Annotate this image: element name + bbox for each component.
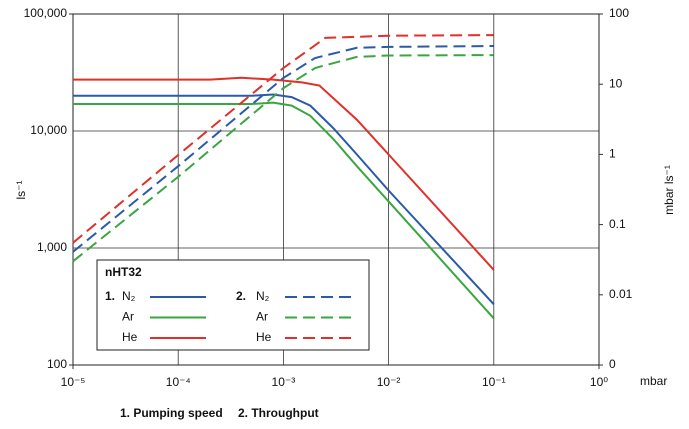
x-tick-label: 10⁻³ xyxy=(272,375,296,389)
y-tick-label: 10,000 xyxy=(30,123,67,137)
y2-tick-label: 100 xyxy=(609,6,629,20)
series-line xyxy=(72,54,494,263)
series-line xyxy=(73,93,495,305)
x-tick-label: 10⁻⁵ xyxy=(61,375,86,389)
series-line xyxy=(73,76,495,271)
series-line xyxy=(73,101,495,320)
caption: 2. Throughput xyxy=(238,406,319,420)
x-tick-label: 10⁻² xyxy=(377,375,401,389)
series-line xyxy=(72,34,494,244)
legend-group: 2. xyxy=(236,289,246,303)
y-tick-label: 1,000 xyxy=(37,240,67,254)
plot-frame xyxy=(72,13,600,366)
legend-group: 1. xyxy=(105,289,115,303)
series-line xyxy=(72,45,494,253)
legend-label: He xyxy=(122,330,138,344)
caption: 1. Pumping speed xyxy=(120,406,223,420)
x-tick-label: 10⁰ xyxy=(590,375,608,389)
legend-label: Ar xyxy=(256,310,268,324)
x-axis-unit: mbar xyxy=(640,374,667,388)
legend-box xyxy=(96,259,370,351)
y-tick-label: 100 xyxy=(47,357,67,371)
legend-title: nHT32 xyxy=(105,265,142,279)
legend-label: N₂ xyxy=(256,289,270,303)
legend-label: Ar xyxy=(122,310,134,324)
y2-tick-label: 0.01 xyxy=(609,287,633,301)
y-axis-label: ls⁻¹ xyxy=(14,181,28,200)
x-tick-label: 10⁻¹ xyxy=(482,375,506,389)
y2-axis-label: mbar ls⁻¹ xyxy=(662,165,676,215)
y2-tick-label: 0.1 xyxy=(609,217,626,231)
legend-label: He xyxy=(256,330,272,344)
y2-tick-label: 10 xyxy=(609,76,623,90)
y2-tick-label: 1 xyxy=(609,147,616,161)
y2-tick-label: 0 xyxy=(609,357,616,371)
legend-label: N₂ xyxy=(122,289,136,303)
y-tick-label: 100,000 xyxy=(24,6,68,20)
x-tick-label: 10⁻⁴ xyxy=(166,375,191,389)
